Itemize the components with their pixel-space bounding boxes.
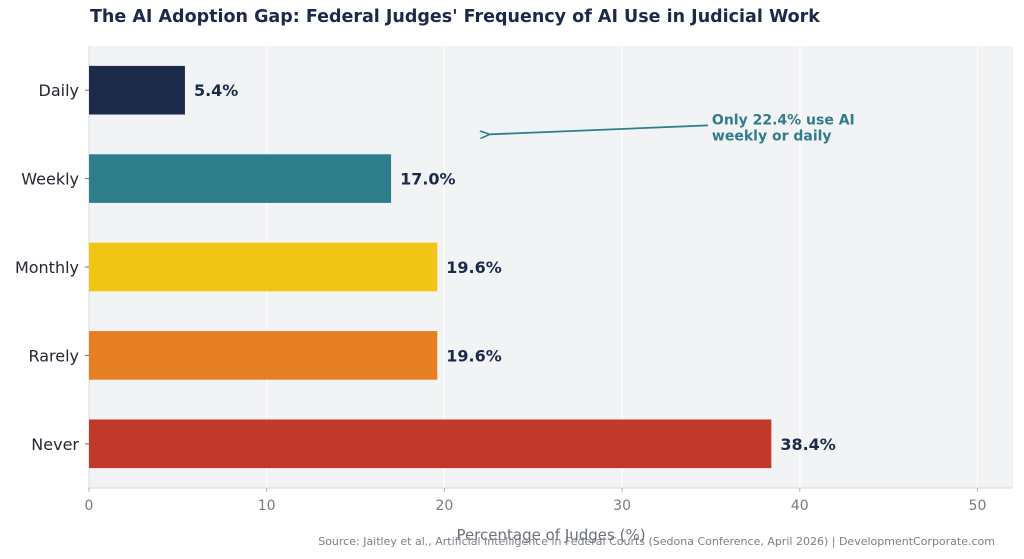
annotation-text: Only 22.4% use AI weekly or daily	[712, 112, 855, 144]
value-label: 17.0%	[400, 170, 456, 189]
category-label: Monthly	[15, 258, 79, 277]
x-axis-label: Percentage of Judges (%)	[456, 526, 645, 544]
x-tick-label: 10	[258, 498, 276, 514]
x-tick-label: 30	[613, 498, 631, 514]
x-tick-label: 0	[85, 498, 94, 514]
chart-title: The AI Adoption Gap: Federal Judges' Fre…	[90, 7, 820, 27]
x-tick-label: 50	[969, 498, 987, 514]
source-note: Source: Jaitley et al., Artificial Intel…	[318, 535, 995, 548]
value-label: 19.6%	[446, 346, 502, 365]
category-label: Never	[31, 435, 79, 454]
value-label: 5.4%	[194, 81, 238, 100]
category-label: Rarely	[28, 346, 79, 365]
value-label: 38.4%	[780, 435, 836, 454]
annotation-arrow	[489, 124, 708, 134]
bar-monthly	[89, 242, 438, 292]
bar-rarely	[89, 331, 438, 380]
bar-daily	[89, 65, 185, 115]
x-tick-label: 20	[435, 498, 453, 514]
bar-weekly	[89, 154, 392, 203]
value-label: 19.6%	[446, 258, 502, 277]
bar-never	[89, 419, 772, 469]
x-tick-label: 40	[791, 498, 809, 514]
annotation-line: weekly or daily	[712, 128, 832, 144]
category-label: Weekly	[21, 170, 79, 189]
annotation-line: Only 22.4% use AI	[712, 112, 855, 128]
category-label: Daily	[39, 81, 79, 100]
